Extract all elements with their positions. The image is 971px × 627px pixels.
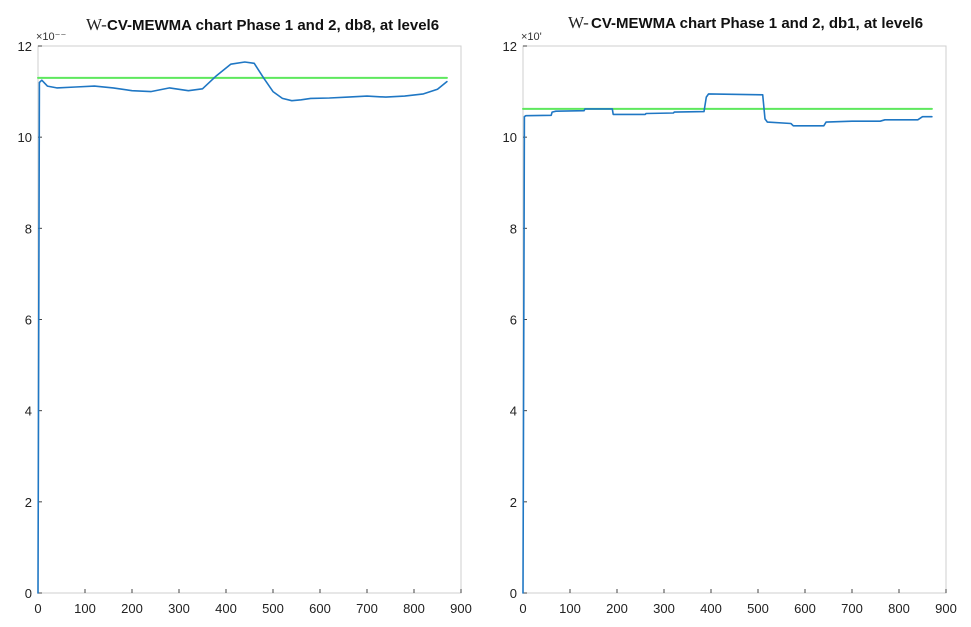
plot-area-right xyxy=(522,45,947,594)
y-tick-label: 12 xyxy=(18,39,32,54)
statistic-line-right xyxy=(522,93,933,594)
x-tick-label: 600 xyxy=(794,601,816,616)
chart-panel-right: ×10' W- CV-MEWMA chart Phase 1 and 2, db… xyxy=(503,13,957,616)
y-tick-label: 12 xyxy=(503,39,517,54)
axis-ticks-left: 0 100 200 300 400 500 600 700 800 900 0 2 4 6 8 10 12 xyxy=(18,39,472,616)
x-tick-label: 800 xyxy=(888,601,910,616)
y-tick-label: 0 xyxy=(510,586,517,601)
y-tick-label: 6 xyxy=(510,313,517,328)
x-tick-label: 0 xyxy=(519,601,526,616)
x-tick-label: 100 xyxy=(74,601,96,616)
y-tick-label: 0 xyxy=(25,586,32,601)
x-tick-label: 800 xyxy=(403,601,425,616)
x-tick-label: 400 xyxy=(700,601,722,616)
x-tick-label: 900 xyxy=(450,601,472,616)
x-tick-label: 100 xyxy=(559,601,581,616)
plot-lines-right xyxy=(522,93,933,594)
y-tick-label: 8 xyxy=(510,221,517,236)
plot-lines-left xyxy=(37,61,448,594)
chart-title-right: CV-MEWMA chart Phase 1 and 2, db1, at le… xyxy=(591,15,923,32)
y-tick-label: 4 xyxy=(25,404,32,419)
y-tick-label: 6 xyxy=(25,313,32,328)
x-tick-label: 600 xyxy=(309,601,331,616)
y-tick-label: 8 xyxy=(25,221,32,236)
x-tick-label: 0 xyxy=(34,601,41,616)
x-tick-label: 500 xyxy=(262,601,284,616)
y-tick-label: 4 xyxy=(510,404,517,419)
statistic-line-left xyxy=(37,61,448,594)
x-tick-label: 300 xyxy=(653,601,675,616)
chart-title-prefix-left: W- xyxy=(86,15,107,34)
y-tick-label: 2 xyxy=(510,495,517,510)
x-tick-label: 200 xyxy=(121,601,143,616)
x-tick-label: 300 xyxy=(168,601,190,616)
x-tick-label: 400 xyxy=(215,601,237,616)
x-tick-label: 700 xyxy=(841,601,863,616)
y-tick-label: 10 xyxy=(503,130,517,145)
chart-panel-left: ×10⁻⁻ W- CV-MEWMA chart Phase 1 and 2, d… xyxy=(18,15,472,616)
x-tick-label: 200 xyxy=(606,601,628,616)
plot-area-left xyxy=(37,45,462,594)
y-tick-label: 2 xyxy=(25,495,32,510)
y-tick-label: 10 xyxy=(18,130,32,145)
y-exponent-label-right: ×10' xyxy=(521,31,542,43)
chart-title-prefix-right: W- xyxy=(568,13,589,32)
x-tick-label: 900 xyxy=(935,601,957,616)
y-exponent-label-left: ×10⁻⁻ xyxy=(36,31,66,43)
x-tick-label: 700 xyxy=(356,601,378,616)
chart-title-left: CV-MEWMA chart Phase 1 and 2, db8, at le… xyxy=(107,17,439,34)
x-tick-label: 500 xyxy=(747,601,769,616)
axis-ticks-right: 0 100 200 300 400 500 600 700 800 900 0 2 4 6 8 10 12 xyxy=(503,39,957,616)
